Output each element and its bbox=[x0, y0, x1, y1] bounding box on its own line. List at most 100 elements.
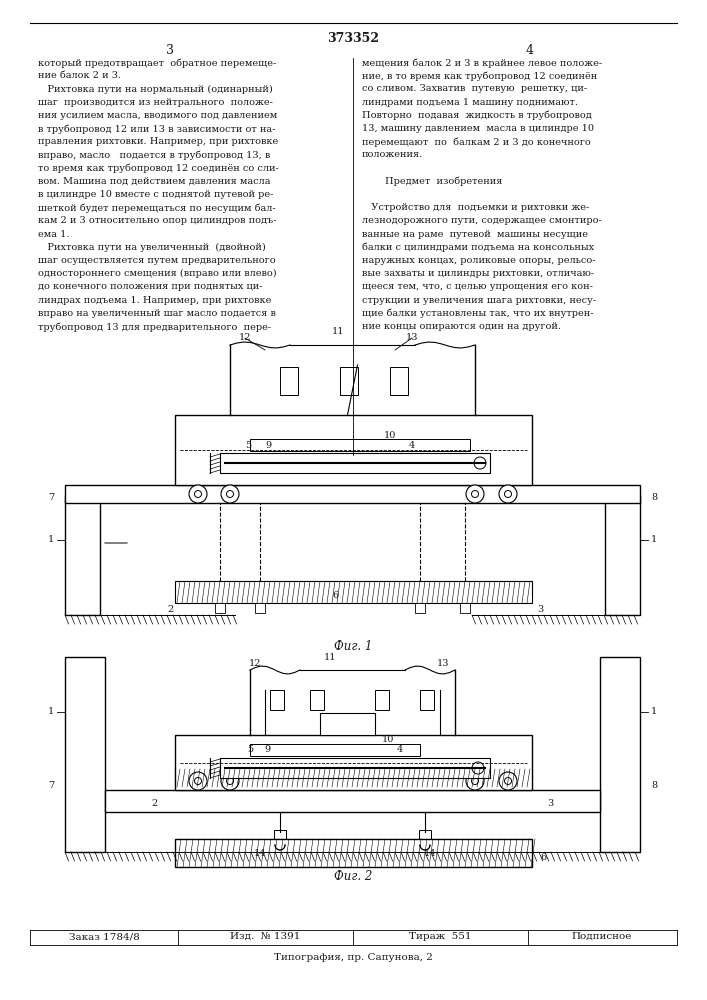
Circle shape bbox=[221, 485, 239, 503]
Text: щееся тем, что, с целью упрощения его кон-: щееся тем, что, с целью упрощения его ко… bbox=[362, 282, 593, 291]
Text: Рихтовка пути на нормальный (одинарный): Рихтовка пути на нормальный (одинарный) bbox=[38, 84, 273, 94]
Text: наружных концах, роликовые опоры, рельсо-: наружных концах, роликовые опоры, рельсо… bbox=[362, 256, 595, 265]
Text: балки с цилиндрами подъема на консольных: балки с цилиндрами подъема на консольных bbox=[362, 243, 594, 252]
Text: 4: 4 bbox=[409, 440, 415, 450]
Bar bbox=[460, 603, 470, 613]
Text: вые захваты и цилиндры рихтовки, отличаю-: вые захваты и цилиндры рихтовки, отличаю… bbox=[362, 269, 594, 278]
Text: то время как трубопровод 12 соединён со сли-: то время как трубопровод 12 соединён со … bbox=[38, 164, 279, 173]
Bar bbox=[419, 830, 431, 850]
Circle shape bbox=[194, 490, 201, 497]
Text: шаг осуществляется путем предварительного: шаг осуществляется путем предварительног… bbox=[38, 256, 276, 265]
Text: линдрах подъема 1. Например, при рихтовке: линдрах подъема 1. Например, при рихтовк… bbox=[38, 296, 271, 305]
Text: Подписное: Подписное bbox=[572, 932, 632, 941]
Text: 7: 7 bbox=[48, 493, 54, 502]
Text: 13: 13 bbox=[437, 658, 449, 668]
Text: Повторно  подавая  жидкость в трубопровод: Повторно подавая жидкость в трубопровод bbox=[362, 111, 592, 120]
Bar bbox=[175, 581, 532, 603]
Text: ние, в то время как трубопровод 12 соединён: ние, в то время как трубопровод 12 соеди… bbox=[362, 71, 597, 81]
Bar bbox=[65, 657, 105, 852]
Text: 5: 5 bbox=[245, 440, 251, 450]
Text: ванные на раме  путевой  машины несущие: ванные на раме путевой машины несущие bbox=[362, 230, 588, 239]
Bar bbox=[105, 790, 600, 812]
Bar bbox=[320, 713, 375, 735]
Text: 4: 4 bbox=[397, 746, 403, 754]
Text: Изд.  № 1391: Изд. № 1391 bbox=[230, 932, 300, 941]
Text: 2: 2 bbox=[152, 800, 158, 808]
Circle shape bbox=[472, 778, 479, 784]
Text: со сливом. Захватив  путевую  решетку, ци-: со сливом. Захватив путевую решетку, ци- bbox=[362, 84, 587, 93]
Circle shape bbox=[472, 490, 479, 497]
Bar bbox=[175, 769, 532, 787]
Text: перемещают  по  балкам 2 и 3 до конечного: перемещают по балкам 2 и 3 до конечного bbox=[362, 137, 591, 147]
Text: до конечного положения при поднятых ци-: до конечного положения при поднятых ци- bbox=[38, 282, 262, 291]
Circle shape bbox=[499, 772, 517, 790]
Circle shape bbox=[499, 485, 517, 503]
Bar bbox=[250, 744, 420, 756]
Bar bbox=[340, 367, 358, 395]
Text: 14: 14 bbox=[423, 850, 436, 858]
Bar bbox=[220, 453, 490, 473]
Bar bbox=[250, 439, 470, 451]
Circle shape bbox=[189, 485, 207, 503]
Bar bbox=[175, 415, 532, 485]
Text: кам 2 и 3 относительно опор цилиндров подъ-: кам 2 и 3 относительно опор цилиндров по… bbox=[38, 216, 276, 225]
Text: лезнодорожного пути, содержащее смонтиро-: лезнодорожного пути, содержащее смонтиро… bbox=[362, 216, 602, 225]
Text: Типография, пр. Сапунова, 2: Типография, пр. Сапунова, 2 bbox=[274, 953, 433, 962]
Text: 6: 6 bbox=[332, 590, 338, 599]
Circle shape bbox=[194, 778, 201, 784]
Text: 11: 11 bbox=[332, 328, 344, 336]
Text: Устройство для  подъемки и рихтовки же-: Устройство для подъемки и рихтовки же- bbox=[362, 203, 589, 212]
Text: 6: 6 bbox=[540, 852, 546, 861]
Text: 3: 3 bbox=[547, 800, 553, 808]
Bar bbox=[605, 495, 640, 615]
Circle shape bbox=[221, 772, 239, 790]
Text: 1: 1 bbox=[48, 708, 54, 716]
Bar bbox=[280, 367, 298, 395]
Text: который предотвращает  обратное перемеще-: который предотвращает обратное перемеще- bbox=[38, 58, 276, 68]
Circle shape bbox=[505, 490, 511, 497]
Text: одностороннего смещения (вправо или влево): одностороннего смещения (вправо или влев… bbox=[38, 269, 276, 278]
Text: вправо, масло   подается в трубопровод 13, в: вправо, масло подается в трубопровод 13,… bbox=[38, 150, 270, 160]
Text: 5: 5 bbox=[247, 746, 253, 754]
Text: Фиг. 2: Фиг. 2 bbox=[334, 870, 372, 883]
Text: 9: 9 bbox=[265, 440, 271, 450]
Text: ние концы опираются один на другой.: ние концы опираются один на другой. bbox=[362, 322, 561, 331]
Bar bbox=[175, 839, 532, 867]
Bar bbox=[390, 367, 408, 395]
Circle shape bbox=[189, 772, 207, 790]
Text: шеткой будет перемещаться по несущим бал-: шеткой будет перемещаться по несущим бал… bbox=[38, 203, 276, 213]
Text: вправо на увеличенный шаг масло подается в: вправо на увеличенный шаг масло подается… bbox=[38, 309, 276, 318]
Text: 8: 8 bbox=[651, 780, 657, 790]
Text: струкции и увеличения шага рихтовки, несу-: струкции и увеличения шага рихтовки, нес… bbox=[362, 296, 596, 305]
Bar bbox=[215, 603, 225, 613]
Bar bbox=[375, 690, 389, 710]
Text: ния усилием масла, вводимого под давлением: ния усилием масла, вводимого под давлени… bbox=[38, 111, 277, 120]
Text: 12: 12 bbox=[239, 334, 251, 342]
Circle shape bbox=[226, 778, 233, 784]
Text: ние балок 2 и 3.: ние балок 2 и 3. bbox=[38, 71, 121, 80]
Text: Заказ 1784/8: Заказ 1784/8 bbox=[69, 932, 139, 941]
Text: 8: 8 bbox=[651, 493, 657, 502]
Text: 7: 7 bbox=[48, 780, 54, 790]
Text: шаг  производится из нейтрального  положе-: шаг производится из нейтрального положе- bbox=[38, 98, 273, 107]
Text: положения.: положения. bbox=[362, 150, 423, 159]
Bar bbox=[415, 603, 425, 613]
Text: 1: 1 bbox=[48, 536, 54, 544]
Text: в трубопровод 12 или 13 в зависимости от на-: в трубопровод 12 или 13 в зависимости от… bbox=[38, 124, 275, 133]
Bar bbox=[255, 603, 265, 613]
Text: 373352: 373352 bbox=[327, 32, 379, 45]
Circle shape bbox=[466, 485, 484, 503]
Text: 1: 1 bbox=[651, 536, 657, 544]
Text: правления рихтовки. Например, при рихтовке: правления рихтовки. Например, при рихтов… bbox=[38, 137, 279, 146]
Text: 2: 2 bbox=[167, 605, 173, 614]
Text: 14: 14 bbox=[254, 850, 267, 858]
Circle shape bbox=[226, 490, 233, 497]
Text: 13, машину давлением  масла в цилиндре 10: 13, машину давлением масла в цилиндре 10 bbox=[362, 124, 594, 133]
Text: 4: 4 bbox=[526, 44, 534, 57]
Text: в цилиндре 10 вместе с поднятой путевой ре-: в цилиндре 10 вместе с поднятой путевой … bbox=[38, 190, 274, 199]
Text: 10: 10 bbox=[384, 430, 396, 440]
Text: 11: 11 bbox=[324, 652, 337, 662]
Circle shape bbox=[474, 457, 486, 469]
Circle shape bbox=[505, 778, 511, 784]
Bar bbox=[220, 758, 490, 778]
